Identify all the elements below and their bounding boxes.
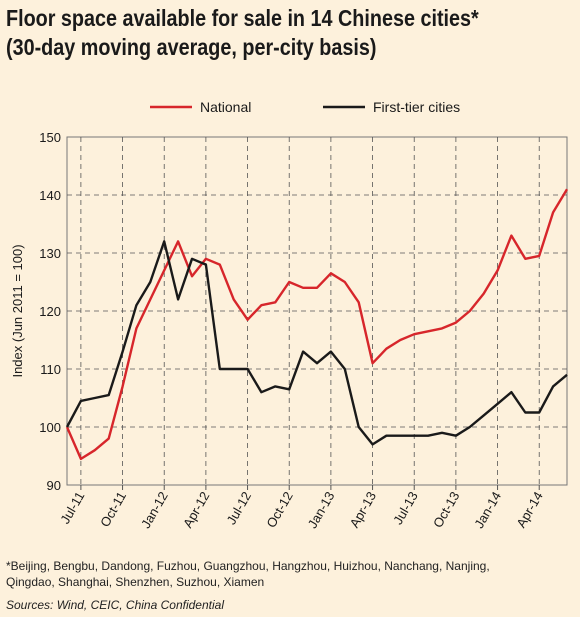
first-tier-line <box>65 240 568 446</box>
legend-first-tier-label: First-tier cities <box>373 99 460 115</box>
title-line-2: (30-day moving average, per-city basis) <box>6 34 377 60</box>
y-tick-label: 150 <box>39 130 61 145</box>
x-tick-label: Oct-11 <box>97 489 129 529</box>
x-tick-label: Jul-11 <box>57 489 87 526</box>
x-tick-label: Jul-13 <box>390 489 421 527</box>
line-chart: 90 100 110 120 130 140 150 Jul-11 Oct-11 Jan-12 Ap… <box>10 99 569 531</box>
footnote-line-1: *Beijing, Bengbu, Dandong, Fuzhou, Guang… <box>6 559 490 573</box>
y-tick-label: 100 <box>39 420 61 435</box>
footnote: *Beijing, Bengbu, Dandong, Fuzhou, Guang… <box>6 558 574 590</box>
x-tick-label: Apr-12 <box>180 489 213 530</box>
y-tick-label: 140 <box>39 188 61 203</box>
x-tick-label: Apr-14 <box>513 489 546 530</box>
title-line-1: Floor space available for sale in 14 Chi… <box>6 5 479 31</box>
x-tick-label: Apr-13 <box>347 489 380 530</box>
y-tick-label: 130 <box>39 246 61 261</box>
x-tick-label: Oct-13 <box>430 489 462 530</box>
x-tick-label: Jan-13 <box>305 489 338 531</box>
x-tick-label: Jan-14 <box>471 489 504 531</box>
y-axis-label: Index (Jun 2011 = 100) <box>10 244 25 377</box>
chart-title: Floor space available for sale in 14 Chi… <box>6 4 496 62</box>
x-tick-label: Jan-12 <box>138 489 171 531</box>
y-tick-label: 110 <box>40 362 61 377</box>
footnote-line-2: Qingdao, Shanghai, Shenzhen, Suzhou, Xia… <box>6 575 265 589</box>
legend-national-label: National <box>200 99 251 115</box>
x-tick-label: Jul-12 <box>223 489 254 527</box>
y-tick-label: 120 <box>39 304 61 319</box>
x-tick-label: Oct-12 <box>263 489 295 530</box>
sources-note: Sources: Wind, CEIC, China Confidential <box>6 598 224 612</box>
y-tick-label: 90 <box>47 478 61 493</box>
national-line <box>65 188 569 461</box>
